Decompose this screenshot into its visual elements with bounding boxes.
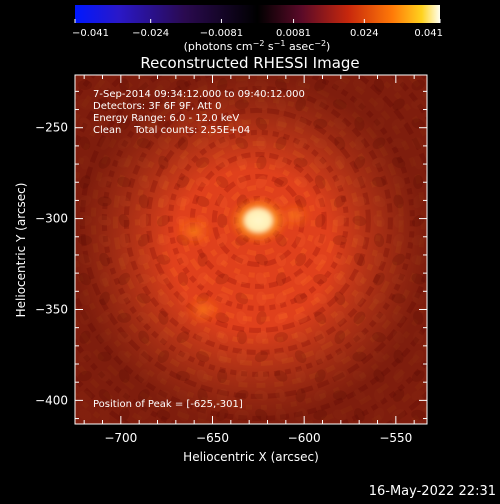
secondary-source: [174, 215, 215, 248]
image-field: [75, 75, 427, 424]
x-axis-ticks: [83, 75, 415, 424]
y-tick-label: −300: [35, 212, 68, 226]
annotation-peak-position: Position of Peak = [-625,-301]: [93, 399, 243, 410]
chart-title: Reconstructed RHESSI Image: [140, 54, 359, 72]
y-tick-label: −250: [35, 121, 68, 135]
colorbar-tick-label: 0.0081: [276, 28, 311, 39]
x-tick-label: −550: [379, 431, 412, 445]
x-tick-label: −700: [104, 431, 137, 445]
colorbar-units-label: (photons cm−2 s−1 asec−2): [184, 39, 331, 53]
y-axis-tick-labels: −250 −300 −350 −400: [35, 121, 68, 408]
colorbar-tick-label: 0.041: [414, 28, 443, 39]
y-tick-label: −400: [35, 393, 68, 407]
annotation-clean-counts: Clean Total counts: 2.55E+04: [93, 125, 250, 136]
colorbar-tick-labels: −0.041 −0.024 −0.0081 0.0081 0.024 0.041: [72, 28, 443, 39]
colorbar-ticks: [74, 19, 441, 23]
x-tick-label: −600: [288, 431, 321, 445]
x-tick-label: −650: [196, 431, 229, 445]
colorbar-tick-label: −0.041: [72, 28, 109, 39]
peak-source-core: [244, 208, 273, 233]
colorbar-gradient: [75, 5, 440, 23]
colorbar-tick-label: −0.024: [132, 28, 169, 39]
secondary-source: [184, 294, 223, 325]
colorbar-tick-label: −0.0081: [200, 28, 243, 39]
colorbar-tick-label: 0.024: [350, 28, 379, 39]
image-vignette: [75, 75, 427, 424]
x-axis-label: Heliocentric X (arcsec): [183, 450, 319, 464]
footer-timestamp: 16-May-2022 22:31: [369, 484, 496, 499]
annotation-detectors: Detectors: 3F 6F 9F, Att 0: [93, 101, 221, 112]
y-tick-label: −350: [35, 302, 68, 316]
y-axis-label: Heliocentric Y (arcsec): [14, 183, 28, 318]
x-axis-tick-labels: −700 −650 −600 −550: [104, 431, 412, 445]
plot-frame: [74, 74, 428, 425]
annotation-energy-range: Energy Range: 6.0 - 12.0 keV: [93, 113, 239, 124]
source-layer: [174, 196, 313, 325]
annotation-time-range: 7-Sep-2014 09:34:12.000 to 09:40:12.000: [93, 89, 305, 100]
y-axis-ticks: [75, 90, 427, 420]
